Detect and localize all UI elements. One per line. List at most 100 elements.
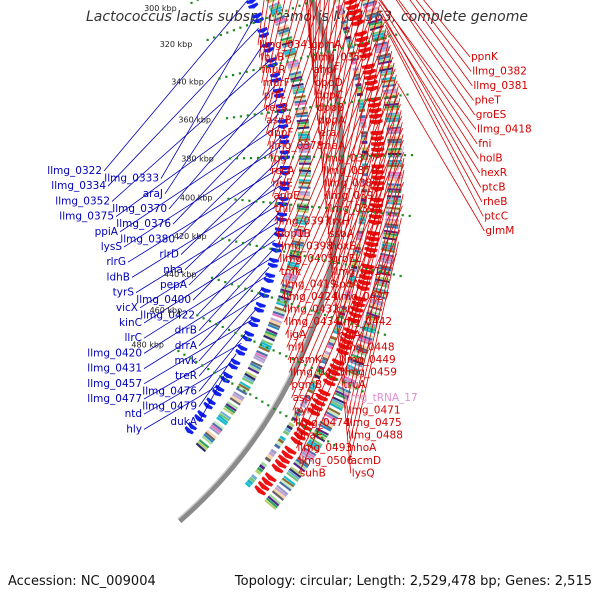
forward-leader-line	[288, 116, 403, 373]
reverse-leader-line	[143, 257, 272, 339]
forward-gene-label: ptcC	[484, 211, 508, 223]
forward-gene-label: era	[319, 127, 336, 139]
forward-leader-line	[312, 0, 314, 83]
reverse-gene-label: dukA	[170, 416, 197, 428]
reverse-gene-label: llmg_0420	[87, 347, 142, 359]
forward-leader-line	[279, 21, 385, 272]
forward-leader-line	[284, 68, 396, 323]
forward-gene-label: llmg_0493	[297, 442, 352, 454]
forward-gene-label: llmg_0449	[341, 354, 396, 366]
forward-gene-label: dppC	[316, 89, 343, 101]
forward-leader-line	[257, 0, 265, 46]
forward-gene-label: llmg_0442	[337, 316, 392, 328]
forward-leader-line	[285, 80, 398, 335]
forward-gene-label: fni	[478, 138, 491, 150]
forward-gene-label: prfC	[264, 89, 286, 101]
forward-leader-line	[319, 0, 335, 146]
forward-leader-line	[278, 10, 382, 260]
reverse-gene-label: pepA	[160, 279, 188, 291]
forward-gene-label: llmg_0398	[278, 241, 333, 253]
reverse-leader-line	[188, 194, 282, 286]
scale-tick: 300 kbp	[144, 0, 199, 13]
forward-gene-label: llmg_tRNA_17	[345, 392, 418, 404]
forward-gene-label: dppF	[267, 127, 293, 139]
forward-leader-line	[293, 163, 405, 424]
reverse-gene-label: tyrS	[113, 287, 135, 299]
forward-leader-line	[386, 30, 484, 217]
forward-leader-line	[326, 0, 369, 222]
reverse-gene-label: hly	[126, 423, 142, 435]
forward-gene-label: murF	[263, 77, 290, 89]
forward-gene-label: acmD	[351, 455, 382, 467]
forward-leader-line	[339, 110, 402, 361]
reverse-gene-label: ppiA	[95, 226, 119, 238]
forward-gene-label: llmg_0453	[290, 367, 345, 379]
forward-leader-line	[286, 92, 400, 348]
forward-gene-label: ahpF	[313, 64, 339, 76]
reverse-leader-line	[184, 175, 283, 271]
forward-leader-line	[346, 194, 404, 436]
forward-gene-label: llmg_0424	[283, 291, 338, 303]
reverse-gene-label: llmg_0457	[87, 378, 142, 390]
scale-tick: 380 kbp	[181, 154, 414, 164]
reverse-gene-label: llmg_0375	[59, 211, 114, 223]
forward-gene-label: llmg_0417	[333, 266, 388, 278]
forward-leader-line	[315, 0, 321, 109]
forward-gene-label: llmg_0379	[323, 165, 378, 177]
reverse-gene-label: llmg_0400	[136, 294, 191, 306]
forward-leader-line	[262, 0, 286, 96]
reverse-gene-label: llmg_0334	[51, 180, 106, 192]
reverse-gene-label: llmg_0376	[116, 218, 171, 230]
reverse-gene-label: llmg_0431	[87, 363, 142, 375]
reverse-gene-label: llmg_0380	[120, 233, 175, 245]
forward-leader-line	[316, 0, 325, 121]
forward-leader-line	[282, 56, 394, 310]
forward-leader-line	[264, 0, 299, 121]
forward-leader-line	[291, 140, 404, 398]
reverse-gene-label: rlrD	[159, 249, 179, 261]
forward-gene-label: apbE	[273, 190, 299, 202]
forward-gene-label: recA	[271, 165, 295, 177]
forward-leader-line	[409, 0, 473, 87]
forward-gene-label: dppA	[318, 115, 346, 127]
forward-gene-label: pheT	[475, 95, 502, 107]
reverse-leader-line	[135, 203, 281, 293]
forward-gene-label: thiI	[275, 203, 292, 215]
forward-gene-label: lysQ	[352, 467, 375, 479]
forward-leader-line	[280, 33, 388, 285]
scale-tick: 340 kbp	[171, 33, 398, 86]
forward-leader-line	[336, 74, 397, 323]
forward-leader-line	[325, 0, 363, 209]
reverse-leader-line	[198, 267, 270, 347]
forward-leader-line	[338, 98, 401, 348]
scale-tick-label: 460 kbp	[150, 306, 183, 315]
forward-leader-line	[327, 0, 375, 235]
forward-gene-label: llmg_0397	[276, 215, 331, 227]
forward-leader-line	[297, 229, 401, 461]
scale-tick-label: 360 kbp	[178, 116, 211, 125]
forward-leader-line	[331, 27, 387, 272]
reverse-leader-line	[143, 319, 252, 385]
forward-leader-line	[274, 0, 361, 222]
forward-gene-label: llmg_0418	[477, 124, 532, 136]
forward-leader-line	[328, 4, 380, 247]
reverse-gene-label: vicX	[116, 302, 138, 314]
reverse-leader-line	[111, 61, 270, 202]
reverse-gene-label: rlrG	[106, 256, 126, 268]
scale-tick: 460 kbp	[150, 306, 364, 393]
forward-leader-line	[263, 0, 292, 109]
forward-gene-label: cstA	[336, 304, 359, 316]
forward-gene-label: celA	[339, 329, 362, 341]
forward-gene-label: glmM	[485, 225, 514, 237]
scale-tick: 400 kbp	[180, 194, 411, 217]
reverse-leader-line	[119, 124, 281, 233]
reverse-gene-label: llmg_0352	[55, 195, 110, 207]
forward-leader-line	[324, 0, 357, 197]
scale-tick: 360 kbp	[178, 93, 409, 125]
reverse-leader-line	[198, 287, 264, 362]
forward-leader-line	[269, 0, 329, 172]
reverse-gene-label: kinC	[119, 317, 142, 329]
scale-tick: 440 kbp	[164, 270, 386, 336]
reverse-leader-line	[198, 308, 257, 377]
reverse-leader-line	[143, 342, 242, 400]
